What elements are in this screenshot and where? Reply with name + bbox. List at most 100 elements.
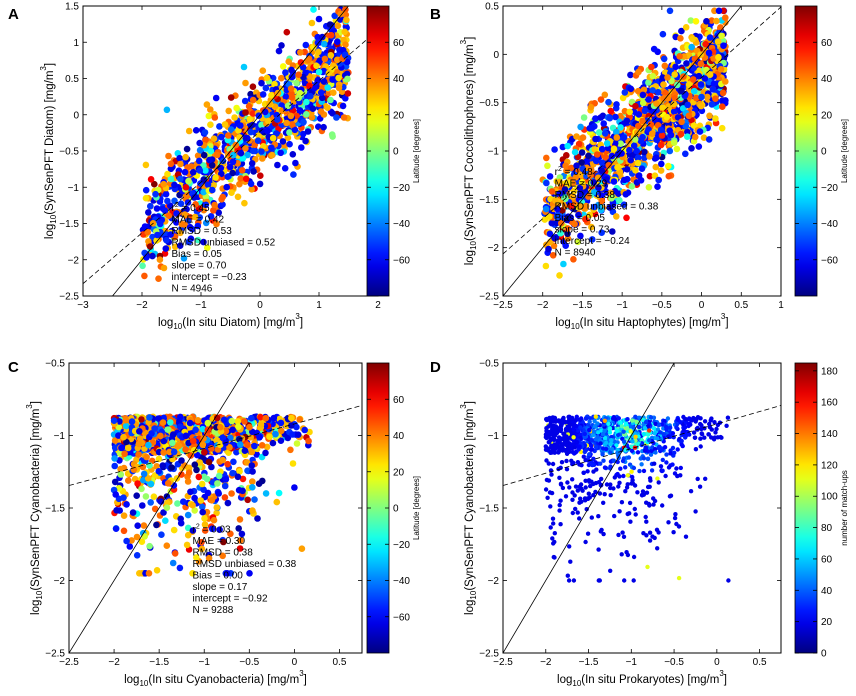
data-point bbox=[686, 113, 693, 120]
data-point bbox=[316, 16, 323, 23]
data-point bbox=[660, 81, 667, 88]
data-point bbox=[190, 438, 197, 445]
data-point bbox=[292, 160, 299, 167]
data-point bbox=[250, 148, 257, 155]
data-point bbox=[601, 501, 605, 505]
data-point bbox=[303, 42, 310, 49]
data-point bbox=[160, 449, 167, 456]
data-point bbox=[250, 97, 257, 104]
data-point bbox=[290, 460, 297, 467]
data-point bbox=[623, 191, 630, 198]
data-point bbox=[211, 517, 218, 524]
colorbar-tick-label: 0 bbox=[821, 147, 827, 158]
data-point bbox=[550, 536, 554, 540]
data-point bbox=[112, 479, 119, 486]
colorbar-tick-label: 40 bbox=[393, 74, 405, 85]
data-point bbox=[660, 503, 664, 507]
data-point bbox=[337, 11, 344, 18]
y-tick-label: −1 bbox=[68, 183, 80, 194]
data-point bbox=[549, 525, 553, 529]
data-point bbox=[316, 69, 323, 76]
x-tick-label: 2 bbox=[375, 300, 381, 311]
data-point bbox=[223, 184, 230, 191]
data-point bbox=[211, 135, 218, 142]
data-point bbox=[674, 425, 678, 429]
data-point bbox=[229, 427, 236, 434]
data-point bbox=[171, 449, 178, 456]
y-axis-label-part: log bbox=[44, 224, 56, 239]
data-point bbox=[621, 134, 628, 141]
data-point bbox=[120, 434, 127, 441]
data-point bbox=[321, 78, 328, 85]
data-point bbox=[249, 449, 256, 456]
data-point bbox=[567, 485, 571, 489]
data-point bbox=[564, 143, 571, 150]
data-point bbox=[655, 89, 662, 96]
data-point bbox=[123, 501, 130, 508]
data-point bbox=[230, 159, 237, 166]
data-point bbox=[163, 245, 170, 252]
data-point bbox=[722, 14, 729, 21]
data-point bbox=[249, 462, 256, 469]
y-tick-label: 1.5 bbox=[65, 2, 79, 13]
stat-text: N = 9288 bbox=[193, 605, 234, 616]
data-point bbox=[605, 99, 612, 106]
data-point bbox=[711, 80, 718, 87]
data-point bbox=[696, 143, 703, 150]
data-point bbox=[321, 41, 328, 48]
data-point bbox=[258, 148, 265, 155]
data-point bbox=[667, 148, 674, 155]
data-point bbox=[661, 458, 665, 462]
data-point bbox=[199, 481, 206, 488]
data-point bbox=[209, 187, 216, 194]
data-point bbox=[205, 181, 212, 188]
y-tick-label: −0.5 bbox=[45, 359, 65, 370]
data-point bbox=[258, 80, 265, 87]
data-point bbox=[653, 431, 657, 435]
data-point bbox=[218, 134, 225, 141]
data-point bbox=[648, 64, 655, 71]
data-point bbox=[185, 478, 192, 485]
data-point bbox=[235, 194, 242, 201]
stat-text: RMSD = 0.38 bbox=[555, 190, 616, 201]
data-point bbox=[157, 433, 164, 440]
data-point bbox=[664, 452, 668, 456]
data-point bbox=[716, 8, 723, 15]
y-axis-label-part: ] bbox=[44, 63, 56, 66]
data-point bbox=[170, 431, 177, 438]
colorbar-tick-label: 60 bbox=[393, 395, 405, 406]
data-point bbox=[593, 158, 600, 165]
data-point bbox=[147, 499, 154, 506]
data-point bbox=[174, 500, 181, 507]
data-point bbox=[170, 560, 177, 567]
data-point bbox=[259, 442, 266, 449]
data-point bbox=[712, 115, 719, 122]
colorbar-tick-label: 20 bbox=[821, 110, 833, 121]
y-axis-label-part: log bbox=[30, 600, 42, 615]
data-point bbox=[155, 275, 162, 282]
data-point bbox=[651, 46, 658, 53]
data-point bbox=[596, 129, 603, 136]
data-point bbox=[543, 155, 550, 162]
data-point bbox=[239, 167, 246, 174]
data-point bbox=[206, 157, 213, 164]
data-point bbox=[633, 148, 640, 155]
data-point bbox=[288, 113, 295, 120]
data-point bbox=[639, 134, 646, 141]
y-tick-label: 0.5 bbox=[65, 74, 79, 85]
data-point bbox=[143, 187, 150, 194]
data-point bbox=[235, 423, 242, 430]
data-point bbox=[262, 450, 269, 457]
data-point bbox=[322, 56, 329, 63]
data-point bbox=[184, 146, 191, 153]
colorbar-tick-label: 60 bbox=[821, 38, 833, 49]
data-point bbox=[602, 154, 609, 161]
colorbar-tick-label: 20 bbox=[393, 467, 405, 478]
data-point bbox=[594, 151, 601, 158]
data-point bbox=[726, 578, 730, 582]
data-point bbox=[315, 49, 322, 56]
stat-text: N = 8940 bbox=[555, 248, 596, 259]
data-point bbox=[171, 182, 178, 189]
data-point bbox=[709, 101, 716, 108]
